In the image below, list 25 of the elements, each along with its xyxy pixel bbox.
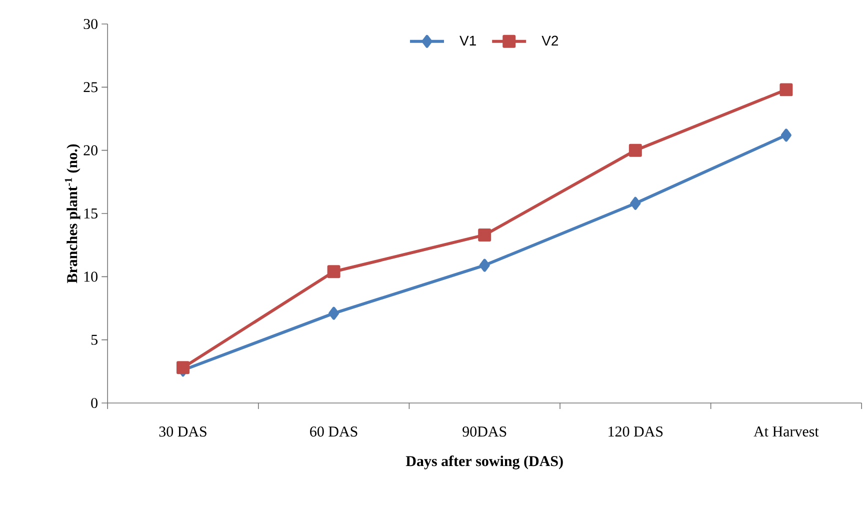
y-axis-title: Branches plant$^{-1}$ (no.) bbox=[64, 144, 80, 284]
point bbox=[478, 228, 492, 242]
point bbox=[780, 83, 793, 96]
y-tick-label: 20 bbox=[84, 145, 98, 156]
y-tick-label: 30 bbox=[84, 18, 98, 30]
y-tick-label: 15 bbox=[84, 208, 98, 219]
x-tick-label: At Harvest bbox=[754, 426, 819, 437]
x-tick-label: 120 DAS bbox=[608, 426, 663, 437]
x-tick-label: 30 DAS bbox=[159, 426, 206, 437]
x-axis-title: Days after sowing (DAS) bbox=[406, 455, 563, 470]
y-tick-label: 5 bbox=[91, 334, 98, 345]
x-tick-label: 90DAS bbox=[462, 426, 506, 437]
point bbox=[328, 306, 340, 320]
y-tick-label: 25 bbox=[84, 82, 98, 92]
point bbox=[628, 144, 642, 157]
y-tick-label: 10 bbox=[84, 272, 98, 282]
legend-label: V1 bbox=[460, 36, 476, 46]
x-tick-label: 60 DAS bbox=[310, 426, 358, 437]
legend-label: V2 bbox=[542, 36, 558, 46]
point bbox=[327, 265, 340, 278]
point bbox=[780, 128, 792, 142]
y-tick-label: 0 bbox=[91, 398, 98, 408]
point bbox=[176, 361, 190, 374]
point bbox=[479, 258, 490, 272]
point bbox=[630, 196, 641, 210]
